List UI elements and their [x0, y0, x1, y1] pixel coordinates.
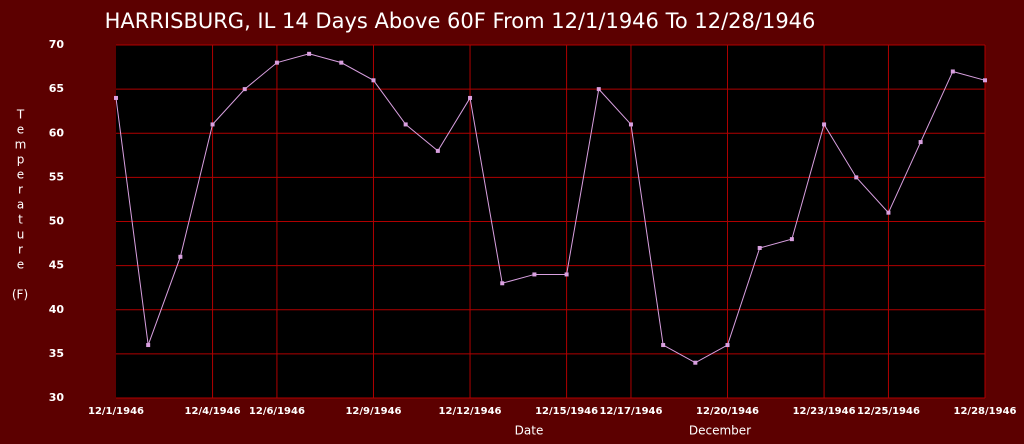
y-tick-label: 70	[49, 38, 65, 51]
x-tick-label: 12/4/1946	[185, 406, 241, 417]
point	[339, 60, 344, 65]
x-tick-label: 12/6/1946	[249, 406, 305, 417]
point	[435, 148, 440, 153]
point	[757, 245, 762, 250]
point	[854, 175, 859, 180]
chart-title: HARRISBURG, IL 14 Days Above 60F From 12…	[105, 9, 816, 33]
point	[950, 69, 955, 74]
y-axis-label: Temperature	[14, 108, 28, 273]
point	[886, 210, 891, 215]
y-tick-label: 35	[49, 347, 64, 360]
x-tick-label: 12/12/1946	[439, 406, 502, 417]
point	[178, 254, 183, 259]
point	[564, 272, 569, 277]
point	[532, 272, 537, 277]
x-tick-label: 12/1/1946	[88, 406, 144, 417]
point	[371, 78, 376, 83]
point	[242, 87, 247, 92]
x-tick-label: 12/15/1946	[535, 406, 598, 417]
y-tick-label: 30	[49, 391, 65, 404]
point	[822, 122, 827, 127]
y-tick-label: 65	[49, 82, 64, 95]
x-tick-label: 12/20/1946	[696, 406, 759, 417]
point	[661, 343, 666, 348]
point	[274, 60, 279, 65]
point	[307, 51, 312, 56]
y-axis-unit: (F)	[12, 288, 28, 302]
y-tick-label: 60	[49, 126, 65, 139]
x-tick-label: 12/23/1946	[793, 406, 856, 417]
point	[500, 281, 505, 286]
point	[789, 237, 794, 242]
y-tick-label: 45	[49, 259, 64, 272]
x-axis-label: Date	[515, 424, 544, 438]
x-tick-label: 12/28/1946	[954, 406, 1017, 417]
point	[725, 343, 730, 348]
line	[115, 53, 986, 364]
point	[693, 360, 698, 365]
point	[403, 122, 408, 127]
x-tick-label: 12/17/1946	[599, 406, 662, 417]
point	[146, 343, 151, 348]
y-tick-label: 50	[49, 215, 65, 228]
point	[596, 87, 601, 92]
x-axis-sublabel: December	[689, 424, 751, 438]
point	[983, 78, 987, 83]
point	[210, 122, 215, 127]
point	[468, 95, 473, 100]
point	[628, 122, 633, 127]
point	[918, 140, 923, 145]
point	[114, 95, 118, 100]
x-tick-label: 12/9/1946	[345, 406, 401, 417]
x-tick-label: 12/25/1946	[857, 406, 920, 417]
y-tick-label: 55	[49, 170, 64, 183]
y-tick-label: 40	[49, 303, 65, 316]
